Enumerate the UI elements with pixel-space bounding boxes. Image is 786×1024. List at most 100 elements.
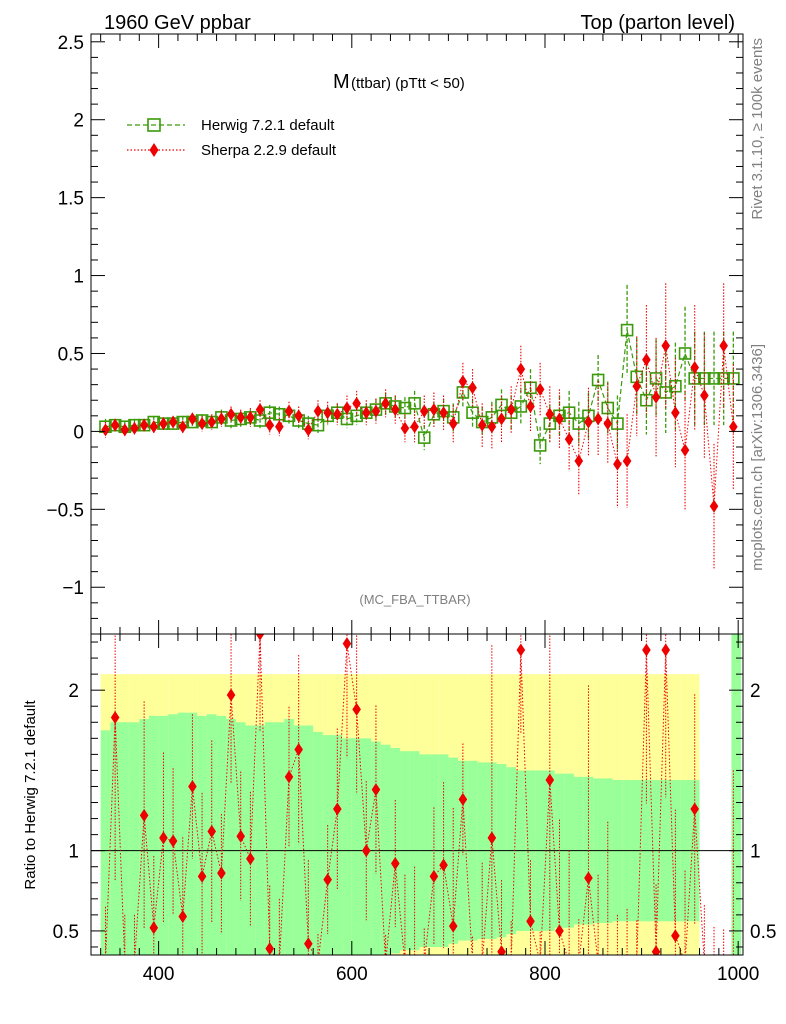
- ratio-sherpa-point: [323, 873, 332, 887]
- plot-title-main: M: [333, 71, 350, 93]
- ratio-sherpa-point: [217, 866, 226, 880]
- ratio-band-1sigma: [731, 634, 742, 955]
- ratio-ytick-label-left: 1: [68, 842, 79, 863]
- sherpa-point: [439, 406, 448, 420]
- herwig-point: [533, 439, 547, 452]
- header-energy-label: 1960 GeV ppbar: [104, 12, 251, 34]
- sherpa-point: [632, 379, 642, 393]
- herwig-point: [417, 431, 431, 444]
- ratio-sherpa-point: [265, 942, 274, 955]
- herwig-point: [717, 372, 730, 385]
- main-ytick-label: 2.5: [58, 33, 84, 54]
- sherpa-point: [535, 382, 545, 396]
- sherpa-point: [545, 407, 555, 421]
- main-series-layer: [99, 283, 740, 569]
- ratio-sherpa-point: [439, 858, 448, 872]
- sherpa-point: [101, 423, 110, 437]
- sherpa-point: [342, 401, 352, 415]
- ratio-sherpa-point: [246, 852, 255, 866]
- sherpa-point: [110, 418, 120, 432]
- sherpa-point: [294, 409, 303, 423]
- sherpa-point: [381, 396, 390, 410]
- ratio-ytick-label-right: 1: [750, 842, 761, 863]
- ratio-sherpa-point: [207, 824, 217, 838]
- ratio-sherpa-point: [390, 857, 400, 871]
- ratio-band-1sigma: [177, 712, 188, 955]
- sherpa-point: [390, 403, 400, 417]
- sherpa-point: [188, 412, 197, 426]
- sherpa-point: [130, 421, 139, 435]
- sherpa-point: [526, 399, 535, 413]
- ratio-sherpa-point: [361, 844, 371, 858]
- mcplots-reference-label: mcplots.cern.ch [arXiv:1306.3436]: [749, 344, 766, 571]
- legend: Herwig 7.2.1 default Sherpa 2.2.9 defaul…: [127, 117, 337, 159]
- herwig-series: [99, 284, 740, 465]
- ratio-band-1sigma: [332, 735, 343, 955]
- sherpa-point: [680, 443, 690, 457]
- main-ytick-label: −0.5: [46, 500, 84, 521]
- ratio-sherpa-point: [661, 643, 671, 657]
- ratio-band-1sigma: [148, 715, 159, 955]
- sherpa-point: [139, 418, 149, 432]
- sherpa-point: [197, 417, 207, 431]
- herwig-point: [678, 347, 692, 360]
- ratio-band-1sigma: [187, 712, 198, 955]
- sherpa-point: [168, 415, 178, 429]
- herwig-point: [408, 397, 421, 410]
- rivet-version-label: Rivet 3.1.10, ≥ 100k events: [749, 38, 766, 220]
- sherpa-point: [333, 407, 342, 421]
- sherpa-point: [468, 381, 477, 395]
- main-frame: [90, 33, 744, 635]
- analysis-watermark: (MC_FBA_TTBAR): [359, 592, 470, 607]
- herwig-point: [572, 417, 586, 430]
- ratio-sherpa-point: [448, 919, 458, 933]
- sherpa-point: [497, 412, 506, 426]
- sherpa-point: [690, 361, 700, 375]
- sherpa-point: [458, 375, 468, 389]
- sherpa-point: [642, 353, 651, 367]
- sherpa-point: [313, 404, 323, 418]
- ratio-sherpa-point: [333, 802, 342, 816]
- sherpa-point: [564, 432, 574, 446]
- ratio-sherpa-point: [429, 869, 439, 883]
- ratio-sherpa-point: [651, 945, 661, 955]
- ratio-ytick-label-right: 0.5: [750, 922, 776, 943]
- header-process-label: Top (parton level): [580, 12, 735, 34]
- sherpa-point: [255, 403, 265, 417]
- sherpa-point: [574, 454, 584, 468]
- sherpa-point: [159, 417, 168, 431]
- sherpa-point: [671, 406, 680, 420]
- ratio-band-1sigma: [380, 744, 391, 955]
- ratio-band-1sigma: [119, 722, 130, 955]
- sherpa-point: [419, 404, 429, 418]
- ratio-sherpa-point: [294, 743, 303, 757]
- xtick-label: 800: [529, 964, 561, 985]
- sherpa-point: [477, 418, 487, 432]
- herwig-point: [263, 406, 276, 420]
- sherpa-point: [487, 420, 497, 434]
- herwig-point: [640, 393, 653, 407]
- sherpa-point: [323, 406, 332, 420]
- ratio-sherpa-point: [188, 779, 197, 793]
- ratio-sherpa-line: [105, 634, 705, 955]
- ratio-sherpa-point: [458, 792, 468, 806]
- sherpa-point: [352, 396, 361, 410]
- sherpa-point: [700, 389, 709, 403]
- ratio-sherpa-point: [352, 702, 361, 716]
- ratio-sherpa-point: [159, 831, 168, 845]
- sherpa-point: [265, 418, 274, 432]
- legend-herwig-marker: [147, 118, 161, 132]
- sherpa-point: [622, 454, 632, 468]
- sherpa-point: [729, 420, 738, 434]
- sherpa-series: [101, 283, 738, 569]
- sherpa-point: [284, 404, 294, 418]
- main-ytick-label: 1.5: [58, 189, 84, 210]
- legend-herwig-label: Herwig 7.2.1 default: [201, 117, 335, 134]
- ratio-sherpa-point: [236, 829, 246, 843]
- sherpa-point: [361, 406, 371, 420]
- ratio-band-1sigma: [255, 725, 265, 955]
- main-ytick-label: 2: [73, 111, 84, 132]
- sherpa-point: [584, 415, 593, 429]
- ratio-sherpa-point: [110, 710, 120, 724]
